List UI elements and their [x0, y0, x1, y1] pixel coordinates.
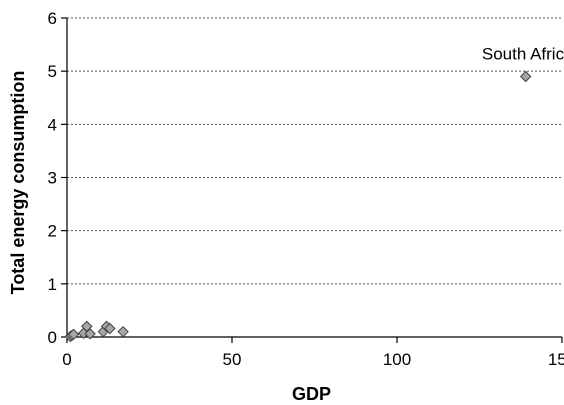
- y-tick-label-2: 2: [48, 222, 57, 241]
- gridlines: [67, 17, 562, 285]
- y-tick-label-3: 3: [48, 169, 57, 188]
- y-axis-ticks: 0 1 2 3 4 5 6: [48, 9, 67, 347]
- data-point: [67, 328, 80, 341]
- y-axis-title: Total energy consumption: [8, 71, 28, 295]
- annotation-label: South Africa: [482, 44, 564, 63]
- y-tick-label-1: 1: [48, 275, 57, 294]
- x-tick-label-0: 0: [62, 350, 71, 369]
- y-tick-label-5: 5: [48, 62, 57, 81]
- data-points: [64, 70, 532, 343]
- y-tick-label-6: 6: [48, 9, 57, 28]
- annotations: South Africa: [482, 44, 564, 63]
- data-point: [519, 70, 532, 83]
- x-tick-label-100: 100: [383, 350, 411, 369]
- data-point: [84, 328, 96, 340]
- x-axis-ticks: 0 50 100 150: [62, 337, 564, 369]
- data-point: [117, 325, 129, 338]
- data-point: [81, 320, 93, 333]
- x-tick-label-50: 50: [223, 350, 242, 369]
- y-tick-label-4: 4: [48, 115, 57, 134]
- y-tick-label-0: 0: [48, 328, 57, 347]
- data-point: [104, 322, 116, 335]
- x-axis-title: GDP: [292, 384, 331, 404]
- x-tick-label-150: 150: [548, 350, 564, 369]
